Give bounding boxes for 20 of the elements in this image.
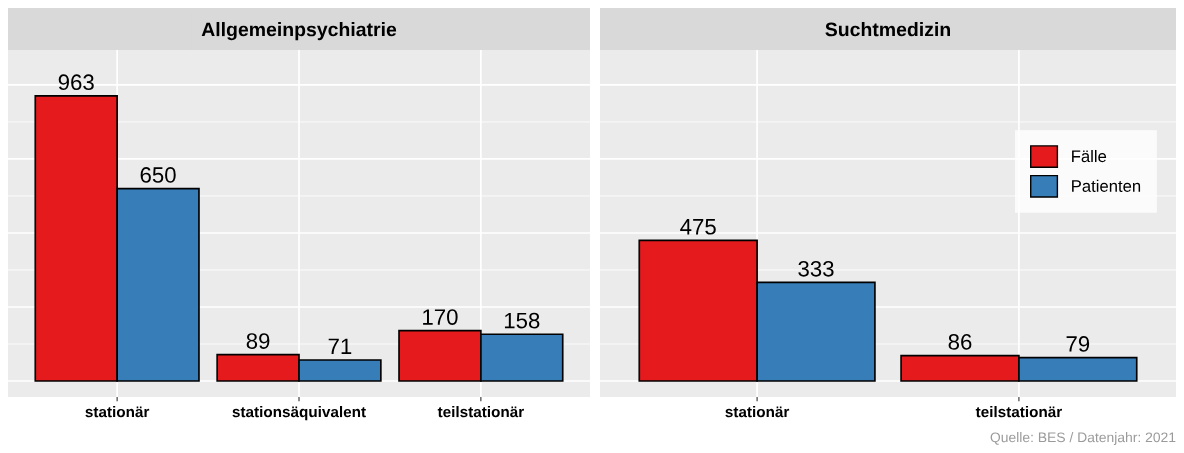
data-label: 89 [246,333,270,349]
data-label: 86 [948,334,972,350]
data-label: 79 [1066,336,1090,352]
x-tick-label: teilstationär [437,406,524,418]
chart-title: Suchtmedizin [825,22,950,37]
x-tick-label: stationär [725,406,790,418]
legend-label: Patienten [1072,179,1141,192]
data-label: 963 [58,74,94,91]
data-label: 333 [798,260,834,277]
data-label: 170 [423,309,458,325]
chart-title: Allgemeinpsychiatrie [201,22,397,41]
x-tick-label: stationär [85,406,150,418]
data-label: 475 [680,219,716,235]
data-label: 650 [140,167,176,183]
legend-label: Fälle [1072,149,1107,163]
data-label: 71 [328,338,352,354]
data-label: 158 [504,312,540,329]
x-tick-label: stationsäquivalent [232,406,366,421]
x-tick-label: teilstationär [975,406,1062,418]
source-note: Quelle: BES / Datenjahr: 2021 [990,432,1176,445]
